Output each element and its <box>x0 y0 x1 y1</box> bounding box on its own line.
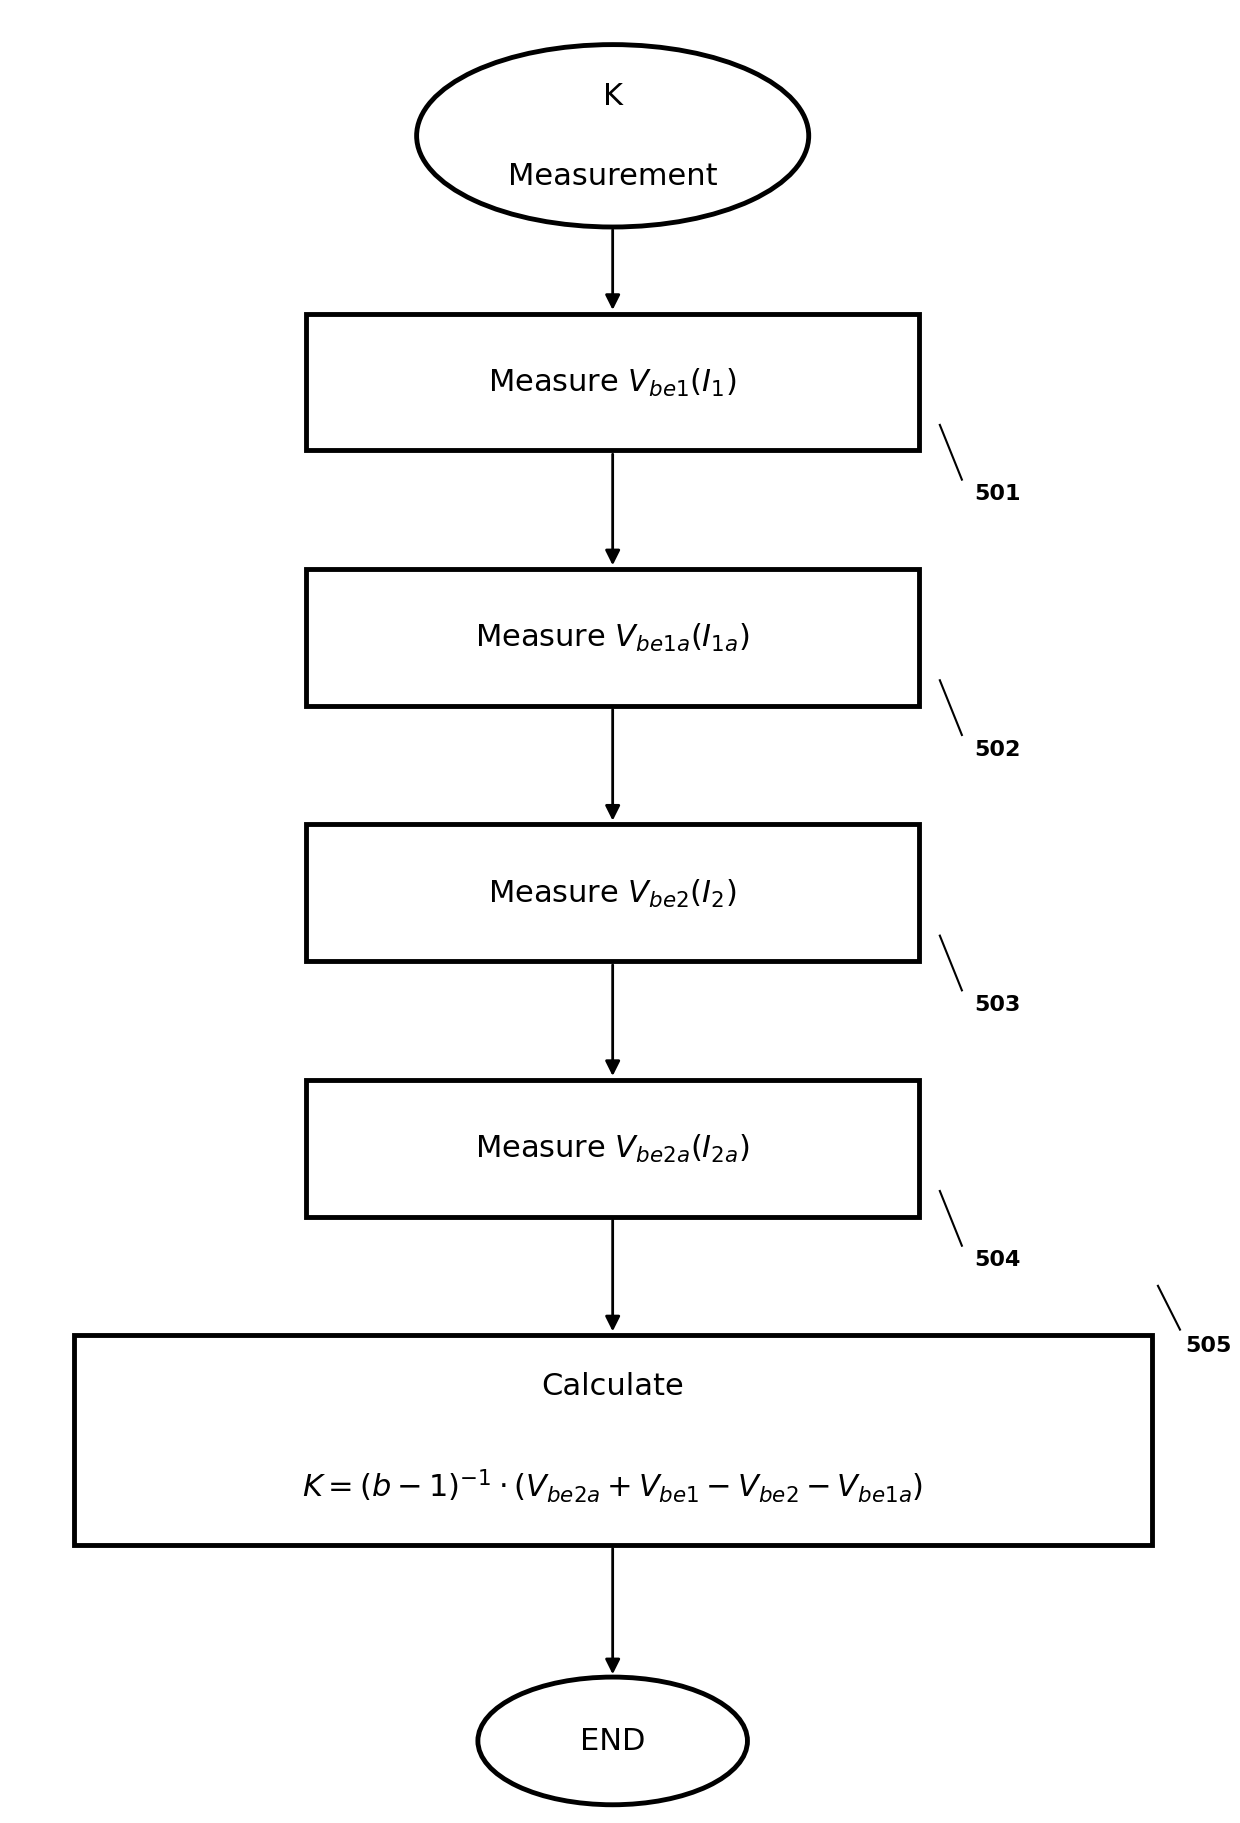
Bar <box>306 569 919 707</box>
Text: 503: 503 <box>975 995 1021 1014</box>
Text: 501: 501 <box>975 483 1021 503</box>
Text: 504: 504 <box>975 1251 1021 1269</box>
Text: Measure $V_{be1a}(I_{1a})$: Measure $V_{be1a}(I_{1a})$ <box>475 622 750 654</box>
Text: 505: 505 <box>1185 1334 1231 1354</box>
Text: Measurement: Measurement <box>508 162 718 191</box>
Bar <box>306 1079 919 1218</box>
Text: Measure $V_{be2}(I_{2})$: Measure $V_{be2}(I_{2})$ <box>489 877 737 910</box>
Bar <box>306 826 919 963</box>
Ellipse shape <box>417 46 808 228</box>
Text: Calculate: Calculate <box>542 1371 684 1400</box>
Text: $K=(b-1)^{-1}\cdot(V_{be2a}+V_{be1}-V_{be2}-V_{be1a})$: $K=(b-1)^{-1}\cdot(V_{be2a}+V_{be1}-V_{b… <box>303 1468 924 1504</box>
Text: Measure $V_{be2a}(I_{2a})$: Measure $V_{be2a}(I_{2a})$ <box>475 1132 750 1165</box>
Bar <box>73 1334 1152 1546</box>
Text: K: K <box>603 82 622 111</box>
Ellipse shape <box>477 1677 748 1805</box>
Text: END: END <box>580 1726 645 1756</box>
Text: Measure $V_{be1}(I_{1})$: Measure $V_{be1}(I_{1})$ <box>489 366 737 399</box>
Bar <box>306 315 919 452</box>
Text: 502: 502 <box>975 740 1021 758</box>
